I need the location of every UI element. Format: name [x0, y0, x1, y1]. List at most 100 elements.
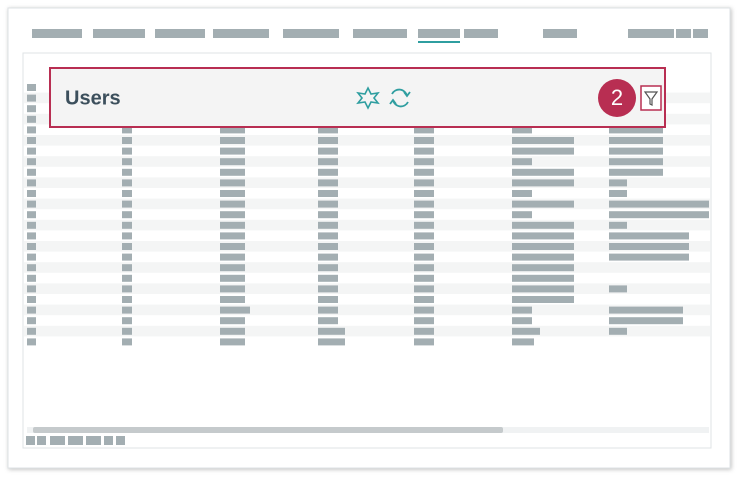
cell [220, 137, 245, 144]
nav-item[interactable] [283, 29, 339, 38]
pager-button[interactable] [104, 436, 113, 445]
cell [220, 253, 245, 261]
cell [27, 296, 36, 303]
cell [512, 200, 574, 208]
cell [318, 285, 338, 293]
nav-item[interactable] [353, 29, 407, 38]
cell [318, 126, 338, 134]
cell [27, 232, 36, 240]
nav-item[interactable] [155, 29, 205, 38]
cell [122, 274, 132, 282]
nav-item[interactable] [543, 29, 577, 38]
cell [318, 168, 338, 176]
cell [318, 158, 338, 166]
cell [609, 200, 709, 208]
cell [220, 221, 245, 229]
cell [512, 168, 574, 176]
cell [122, 126, 132, 134]
cell [220, 126, 245, 134]
cell [122, 253, 132, 261]
cell [220, 158, 245, 166]
row-band [24, 325, 710, 337]
cell [512, 147, 574, 155]
cell [122, 285, 132, 293]
pager-button[interactable] [116, 436, 125, 445]
nav-item[interactable] [464, 29, 498, 38]
cell [27, 264, 36, 272]
cell [220, 327, 245, 335]
nav-item[interactable] [676, 29, 691, 38]
cell [609, 285, 627, 293]
pager-button[interactable] [37, 436, 46, 445]
cell [122, 190, 132, 197]
cell [414, 296, 434, 303]
cell [318, 264, 338, 272]
cell [220, 147, 245, 155]
cell [318, 243, 338, 250]
row-band [24, 135, 710, 146]
cell [414, 306, 434, 314]
cell [220, 168, 245, 176]
cell [27, 179, 36, 187]
cell [609, 158, 663, 166]
cell [414, 264, 434, 272]
cell [414, 338, 434, 346]
pager-button[interactable] [68, 436, 83, 445]
cell [414, 317, 434, 325]
nav-item[interactable] [32, 29, 82, 38]
nav-underline [418, 41, 460, 43]
pager-button[interactable] [50, 436, 65, 445]
cell [609, 211, 709, 219]
highlight-panel [49, 67, 666, 128]
cell [318, 200, 338, 208]
cell [27, 243, 36, 250]
cell [220, 306, 250, 314]
pager-button[interactable] [86, 436, 101, 445]
refresh-icon[interactable] [389, 88, 411, 108]
cell [414, 158, 434, 166]
cell [122, 264, 132, 272]
star-icon[interactable] [356, 86, 380, 110]
cell [512, 158, 532, 166]
cell [220, 296, 245, 303]
cell [318, 190, 338, 197]
cell [318, 338, 345, 346]
cell [27, 285, 36, 293]
nav-item[interactable] [628, 29, 674, 38]
cell [512, 296, 574, 303]
cell [27, 137, 36, 144]
row-band [24, 177, 710, 188]
cell [220, 317, 245, 325]
cell [318, 327, 345, 335]
step-number: 2 [611, 85, 623, 110]
cell [220, 243, 245, 250]
cell [512, 232, 574, 240]
cell [318, 179, 338, 187]
cell [414, 285, 434, 293]
cell [220, 179, 245, 187]
cell [512, 253, 574, 261]
nav-item[interactable] [93, 29, 145, 38]
pager-button[interactable] [26, 436, 35, 445]
cell [122, 327, 132, 335]
cell [512, 126, 532, 134]
cell [122, 200, 132, 208]
cell [414, 232, 434, 240]
cell [414, 190, 434, 197]
nav-item[interactable] [213, 29, 269, 38]
cell [122, 221, 132, 229]
scrollbar-thumb[interactable] [33, 427, 503, 433]
nav-item[interactable] [418, 29, 460, 38]
cell [414, 200, 434, 208]
cell [27, 190, 36, 197]
nav-item[interactable] [693, 29, 708, 38]
cell [27, 158, 36, 166]
cell [414, 274, 434, 282]
cell [512, 274, 574, 282]
cell [220, 200, 245, 208]
cell [122, 296, 132, 303]
row-band [24, 304, 710, 316]
row-band [24, 262, 710, 273]
filter-button[interactable] [640, 85, 662, 111]
row-band [24, 283, 710, 294]
